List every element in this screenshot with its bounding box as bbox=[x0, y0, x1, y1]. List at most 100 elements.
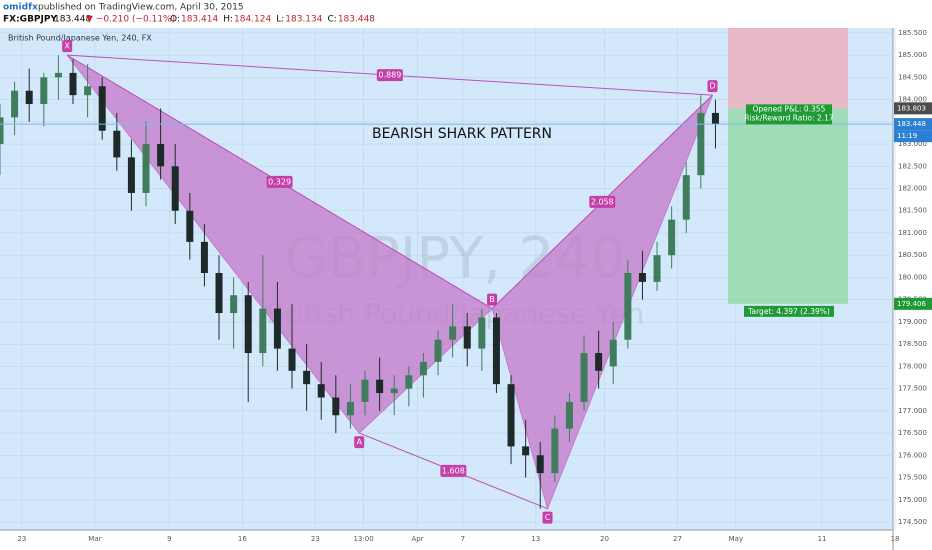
point-badge bbox=[542, 511, 553, 524]
pnl: Opened P&L: 0.355 bbox=[753, 104, 826, 113]
x-tick-label: Mar bbox=[88, 535, 101, 543]
candle-body bbox=[507, 384, 515, 447]
published: published on TradingView.com, April 30, … bbox=[38, 3, 244, 13]
point-label: A bbox=[356, 438, 362, 447]
candle-body bbox=[609, 339, 617, 367]
y-tick-label: 176.500 bbox=[898, 429, 927, 437]
y-tick-label: 174.500 bbox=[898, 518, 927, 526]
ohlc-key: H: bbox=[223, 15, 233, 25]
candle-body bbox=[40, 77, 48, 105]
chart-title: BEARISH SHARK PATTERN bbox=[372, 126, 552, 142]
x-tick-label: May bbox=[729, 535, 743, 543]
stop-zone bbox=[728, 28, 848, 109]
y-tick-label: 176.000 bbox=[898, 451, 927, 459]
point-label: D bbox=[709, 82, 715, 91]
ratio-badge bbox=[376, 69, 403, 82]
x-tick-label: 18 bbox=[891, 535, 900, 543]
candle-body bbox=[580, 353, 588, 402]
y-tick-label: 181.500 bbox=[898, 207, 927, 215]
point-label: C bbox=[545, 513, 551, 522]
candle-body bbox=[434, 339, 442, 362]
y-tick-label: 178.500 bbox=[898, 340, 927, 348]
point-badge bbox=[62, 40, 73, 53]
y-tick-label: 180.500 bbox=[898, 251, 927, 259]
y-tick-label: 180.000 bbox=[898, 273, 927, 281]
risk-reward: Risk/Reward Ratio: 2.17 bbox=[744, 113, 833, 122]
y-tick-label: 184.000 bbox=[898, 96, 927, 104]
candle-body bbox=[98, 86, 106, 131]
point-badge bbox=[354, 436, 365, 449]
candle-body bbox=[259, 308, 267, 354]
x-tick-label: 11 bbox=[818, 535, 827, 543]
x-tick-label: 13:00 bbox=[353, 535, 373, 543]
y-tick-label: 182.000 bbox=[898, 185, 927, 193]
candle-body bbox=[551, 428, 559, 474]
candle-body bbox=[25, 90, 33, 105]
x-tick-label: 20 bbox=[600, 535, 609, 543]
y-tick-label: 178.000 bbox=[898, 362, 927, 370]
candle-body bbox=[157, 144, 165, 167]
legend: British Pound/Japanese Yen, 240, FX bbox=[8, 34, 152, 43]
ohlc-value: 183.134 bbox=[285, 15, 322, 25]
target-label: 179.406 bbox=[897, 300, 926, 308]
candle-body bbox=[346, 401, 354, 416]
point-badge bbox=[487, 293, 498, 306]
y-tick-label: 185.500 bbox=[898, 29, 927, 37]
candle-body bbox=[536, 455, 544, 474]
y-tick-label: 184.500 bbox=[898, 73, 927, 81]
y-tick-label: 177.500 bbox=[898, 385, 927, 393]
candle-body bbox=[215, 272, 223, 314]
ohlc-key: O: bbox=[170, 15, 180, 25]
target-badge bbox=[744, 305, 834, 317]
candle-body bbox=[376, 379, 384, 394]
candle-body bbox=[200, 241, 208, 273]
ratio-badge bbox=[440, 464, 467, 477]
y-tick-label: 183.000 bbox=[898, 140, 927, 148]
candle-body bbox=[171, 166, 179, 211]
candle-body bbox=[653, 255, 661, 282]
x-tick-label: 16 bbox=[238, 535, 247, 543]
ratio-label: 0.889 bbox=[378, 71, 401, 80]
candle-body bbox=[54, 72, 62, 78]
candle-body bbox=[361, 379, 369, 402]
author[interactable]: omidfx bbox=[3, 3, 38, 13]
target-label-bg bbox=[894, 297, 932, 310]
candle-body bbox=[186, 210, 194, 242]
ohlc-value: 183.448 bbox=[338, 15, 375, 25]
x-tick-label: 7 bbox=[461, 535, 465, 543]
y-tick-label: 175.000 bbox=[898, 496, 927, 504]
countdown-bg bbox=[894, 130, 932, 143]
x-tick-label: Apr bbox=[412, 535, 424, 543]
y-tick-label: 185.000 bbox=[898, 51, 927, 59]
candle-body bbox=[449, 326, 457, 340]
candle-body bbox=[332, 397, 340, 416]
countdown: 11:19 bbox=[897, 132, 917, 140]
entry-label: 183.803 bbox=[897, 104, 926, 112]
change: ▼ −0.210 (−0.11%) bbox=[86, 15, 175, 25]
candle-body bbox=[303, 370, 311, 385]
candle-body bbox=[419, 361, 427, 376]
symbol: FX:GBPJPY bbox=[3, 15, 57, 25]
candle-body bbox=[668, 219, 676, 256]
candle-body bbox=[84, 86, 92, 96]
ohlc-value: 183.414 bbox=[181, 15, 218, 25]
entry-label-bg bbox=[894, 102, 932, 115]
x-tick-label: 23 bbox=[17, 535, 26, 543]
candle-body bbox=[522, 446, 530, 456]
candle-body bbox=[595, 353, 603, 371]
last-label-bg bbox=[894, 118, 932, 131]
y-tick-label: 177.000 bbox=[898, 407, 927, 415]
candle-body bbox=[697, 112, 705, 176]
candle-body bbox=[142, 144, 150, 193]
candle-body bbox=[638, 272, 646, 282]
ohlc-key: L: bbox=[276, 15, 284, 25]
point-label: X bbox=[64, 42, 70, 51]
candle-body bbox=[11, 90, 19, 118]
price-axis bbox=[893, 28, 932, 550]
candle-body bbox=[682, 175, 690, 220]
candle-body bbox=[478, 317, 486, 349]
ohlc-value: 184.124 bbox=[234, 15, 271, 25]
ohlc-key: C: bbox=[327, 15, 336, 25]
candle-body bbox=[492, 317, 500, 385]
